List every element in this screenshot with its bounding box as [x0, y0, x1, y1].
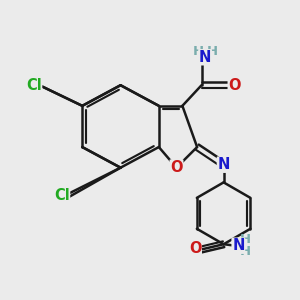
Text: H: H: [192, 45, 204, 58]
Text: N: N: [232, 238, 244, 253]
Text: N: N: [199, 50, 211, 65]
Text: O: O: [228, 78, 241, 93]
Text: H: H: [206, 45, 218, 58]
Text: O: O: [170, 160, 183, 175]
Text: H: H: [240, 233, 251, 246]
Text: N: N: [218, 157, 230, 172]
Text: Cl: Cl: [54, 188, 70, 203]
Text: H: H: [240, 245, 251, 258]
Text: O: O: [189, 241, 201, 256]
Text: Cl: Cl: [26, 78, 42, 93]
